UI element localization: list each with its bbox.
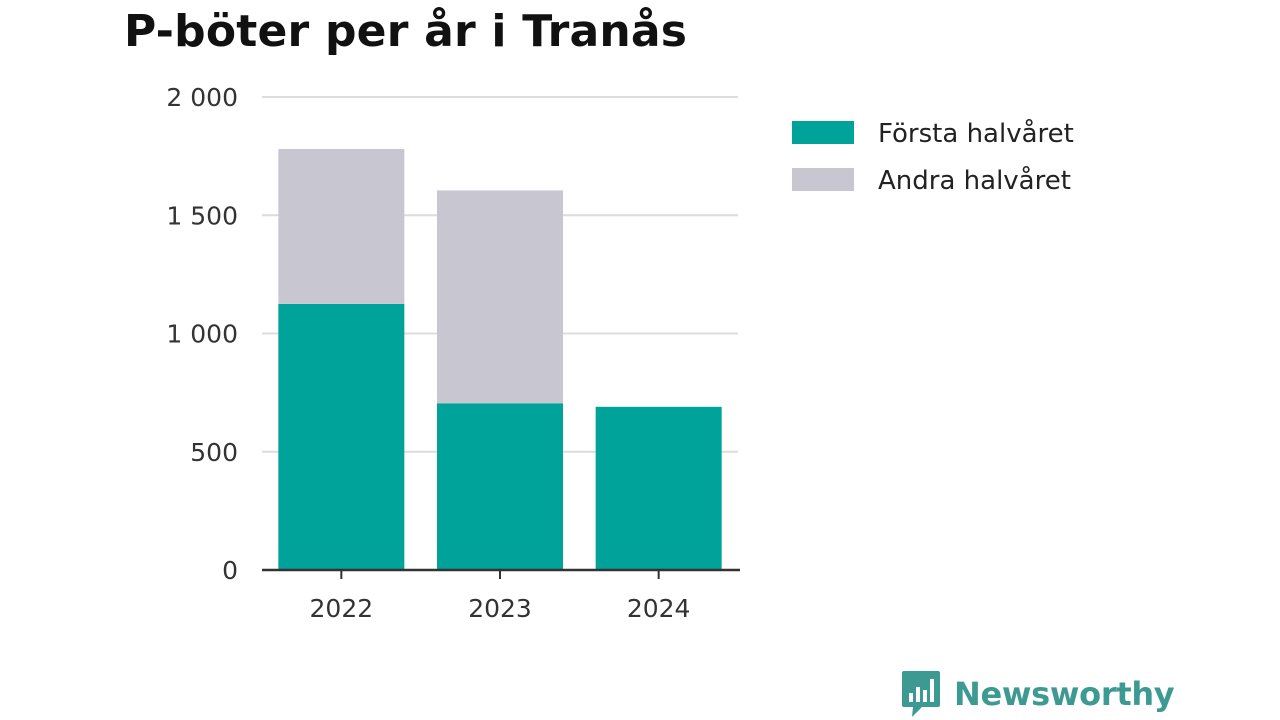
bar-2024-series-1 [595, 406, 722, 570]
legend-swatch [792, 121, 854, 144]
bar-chart-speech-bubble-icon [902, 671, 940, 717]
y-tick-label: 1 500 [166, 201, 238, 230]
bar-2023-series-2 [437, 190, 563, 404]
x-tick-label: 2024 [627, 594, 691, 623]
legend: Första halvåret Andra halvåret [792, 118, 1074, 196]
bar-2022-series-2 [278, 149, 405, 304]
y-tick-label: 1 000 [166, 320, 238, 349]
legend-label: Första halvåret [878, 118, 1074, 149]
y-tick-label: 0 [222, 556, 238, 585]
y-tick-label: 2 000 [166, 83, 238, 112]
x-axis [262, 568, 740, 579]
bars [278, 149, 722, 570]
bar-2023-series-1 [437, 403, 563, 570]
bar-2022-series-1 [278, 303, 405, 570]
x-tick-label: 2022 [310, 594, 374, 623]
logo-wordmark: Newsworthy [954, 675, 1175, 713]
y-tick-label: 500 [190, 438, 238, 467]
legend-swatch [792, 168, 854, 191]
x-tick-label: 2023 [468, 594, 532, 623]
newsworthy-logo: Newsworthy [900, 668, 1175, 720]
y-axis-tick-labels: 0 500 1 000 1 500 2 000 [166, 83, 238, 585]
chart-title: P-böter per år i Tranås [124, 6, 688, 57]
x-axis-tick-labels: 2022 2023 2024 [310, 594, 691, 623]
legend-label: Andra halvåret [878, 165, 1071, 196]
